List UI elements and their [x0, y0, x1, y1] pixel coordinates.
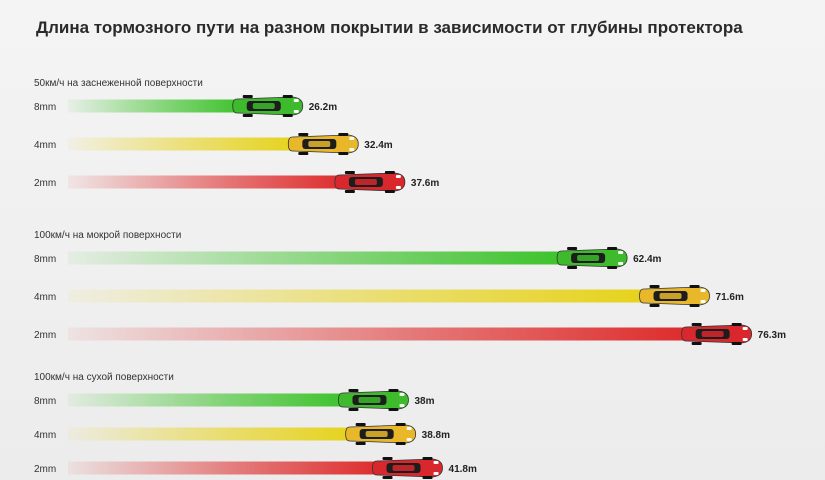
value-label: 26.2m	[309, 102, 337, 113]
value-label: 37.6m	[411, 178, 439, 189]
bar-row-4mm: 4mm 32.4m	[34, 133, 393, 155]
car-icon	[345, 423, 417, 445]
value-label: 71.6m	[716, 292, 744, 303]
chart-title: Длина тормозного пути на разном покрытии…	[36, 18, 743, 37]
value-label: 38.8m	[422, 430, 450, 441]
tread-label: 4mm	[34, 140, 56, 151]
tread-label: 4mm	[34, 292, 56, 303]
bar	[68, 393, 349, 407]
group-1: 50км/ч на заснеженной поверхности 8mm 26.2…	[34, 78, 439, 193]
car-icon	[372, 457, 443, 479]
bar-row-2mm: 2mm 37.6m	[34, 171, 439, 193]
value-label: 41.8m	[449, 464, 477, 475]
tread-label: 2mm	[34, 464, 56, 475]
bar	[68, 99, 243, 113]
car-icon	[556, 247, 628, 269]
group-label: 100км/ч на сухой поверхности	[34, 372, 174, 383]
bar-row-2mm: 2mm 41.8m	[34, 457, 477, 479]
group-label: 100км/ч на мокрой поверхности	[34, 230, 181, 241]
tread-label: 8mm	[34, 254, 56, 265]
bar-row-4mm: 4mm 71.6m	[34, 285, 744, 307]
bar-row-8mm: 8mm 62.4m	[34, 247, 662, 269]
tread-label: 2mm	[34, 330, 56, 341]
tread-label: 4mm	[34, 430, 56, 441]
bar-row-2mm: 2mm 76.3m	[34, 323, 786, 345]
tread-label: 8mm	[34, 396, 56, 407]
bar-row-8mm: 8mm 26.2m	[34, 95, 337, 117]
value-label: 32.4m	[364, 140, 392, 151]
bar	[68, 137, 299, 151]
bar	[68, 175, 345, 189]
value-label: 38m	[414, 396, 434, 407]
group-3: 100км/ч на сухой поверхности 8mm 38m 4mm 38.…	[34, 372, 477, 479]
bar	[68, 427, 356, 441]
group-2: 100км/ч на мокрой поверхности 8mm 62.4m 4mm…	[34, 230, 786, 345]
car-icon	[681, 323, 753, 345]
car-icon	[338, 389, 409, 411]
value-label: 62.4m	[633, 254, 661, 265]
group-label: 50км/ч на заснеженной поверхности	[34, 78, 203, 89]
bar	[68, 327, 692, 341]
tread-label: 2mm	[34, 178, 56, 189]
car-icon	[639, 285, 710, 307]
tread-label: 8mm	[34, 102, 56, 113]
value-label: 76.3m	[758, 330, 786, 341]
bar	[68, 289, 650, 303]
bar	[68, 251, 568, 265]
bar	[68, 461, 383, 475]
car-icon	[232, 95, 304, 117]
bar-row-8mm: 8mm 38m	[34, 389, 435, 411]
car-icon	[287, 133, 359, 155]
car-icon	[334, 171, 406, 193]
bar-row-4mm: 4mm 38.8m	[34, 423, 450, 445]
